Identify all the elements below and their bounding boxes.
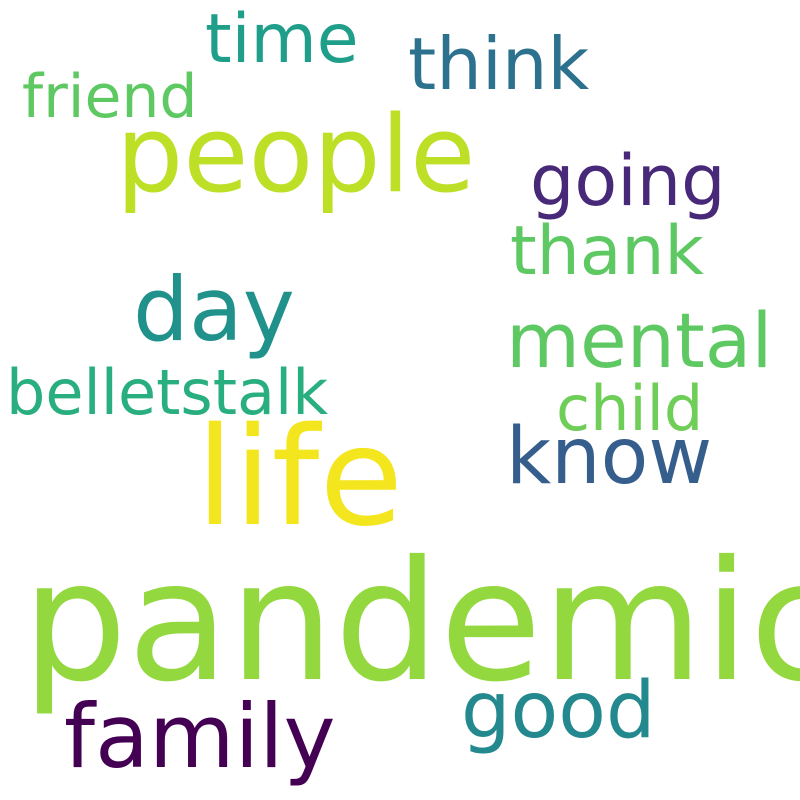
- word-mental: mental: [506, 296, 773, 385]
- word-pandemic: pandemic: [22, 526, 800, 719]
- word-going: going: [530, 140, 726, 222]
- word-thank: thank: [510, 212, 704, 291]
- word-life: life: [196, 399, 404, 557]
- word-friend: friend: [22, 62, 198, 132]
- word-family: family: [64, 685, 336, 788]
- word-child: child: [556, 372, 704, 445]
- word-time: time: [205, 0, 359, 79]
- word-know: know: [506, 412, 713, 502]
- word-belletstalk: belletstalk: [6, 356, 329, 429]
- word-people: people: [116, 93, 476, 216]
- word-day: day: [133, 258, 295, 361]
- word-good: good: [461, 666, 656, 756]
- word-think: think: [408, 22, 590, 106]
